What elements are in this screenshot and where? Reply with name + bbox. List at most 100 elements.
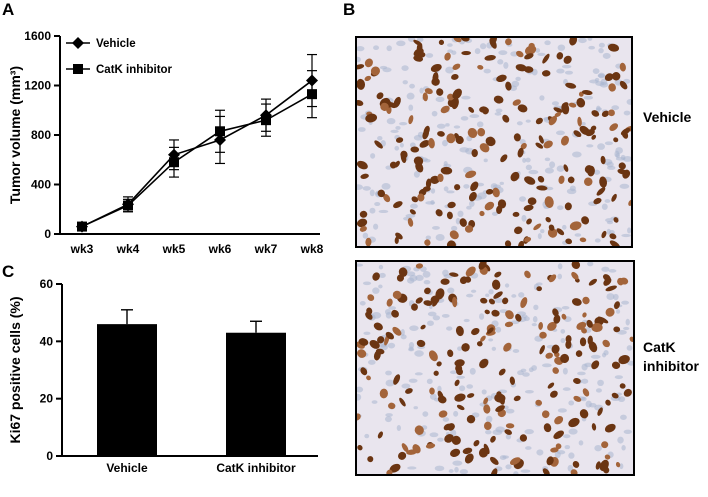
counterstained-nucleus bbox=[572, 151, 582, 158]
catk-label-line2: inhibitor bbox=[643, 358, 699, 374]
ki67-positive-nucleus bbox=[579, 337, 587, 347]
a-legend-label: Vehicle bbox=[96, 38, 136, 50]
ki67-positive-nucleus bbox=[576, 97, 586, 108]
ki67-positive-nucleus bbox=[539, 345, 545, 355]
counterstained-nucleus bbox=[503, 61, 509, 69]
counterstained-nucleus bbox=[518, 292, 525, 298]
vehicle-micrograph-label: Vehicle bbox=[643, 109, 692, 125]
counterstained-nucleus bbox=[463, 318, 470, 323]
counterstained-nucleus bbox=[460, 116, 469, 121]
counterstained-nucleus bbox=[423, 158, 431, 163]
counterstained-nucleus bbox=[430, 188, 436, 194]
ki67-positive-nucleus bbox=[539, 331, 547, 339]
ki67-positive-nucleus bbox=[437, 173, 444, 182]
a-y-axis-label: Tumor volume (mm³) bbox=[7, 66, 23, 204]
ki67-positive-nucleus bbox=[618, 162, 626, 170]
counterstained-nucleus bbox=[414, 372, 423, 376]
ki67-positive-nucleus bbox=[471, 327, 480, 336]
counterstained-nucleus bbox=[459, 385, 466, 392]
ki67-positive-nucleus bbox=[558, 175, 565, 184]
counterstained-nucleus bbox=[593, 169, 601, 175]
ki67-positive-nucleus bbox=[615, 461, 621, 468]
ki67-positive-nucleus bbox=[388, 402, 396, 410]
a-data-point bbox=[215, 126, 225, 137]
ki67-positive-nucleus bbox=[609, 240, 620, 246]
counterstained-nucleus bbox=[435, 96, 445, 103]
counterstained-nucleus bbox=[483, 68, 491, 74]
counterstained-nucleus bbox=[378, 284, 383, 289]
counterstained-nucleus bbox=[408, 342, 415, 349]
ki67-positive-nucleus bbox=[370, 66, 381, 76]
ki67-positive-nucleus bbox=[389, 161, 397, 169]
counterstained-nucleus bbox=[525, 157, 531, 163]
ki67-positive-nucleus bbox=[623, 388, 632, 397]
counterstained-nucleus bbox=[362, 186, 371, 191]
ki67-positive-nucleus bbox=[464, 225, 474, 233]
counterstained-nucleus bbox=[479, 43, 487, 50]
counterstained-nucleus bbox=[536, 282, 543, 286]
ki67-positive-nucleus bbox=[480, 297, 488, 304]
counterstained-nucleus bbox=[581, 378, 589, 384]
ki67-positive-nucleus bbox=[422, 129, 429, 140]
ki67-positive-nucleus bbox=[494, 271, 502, 278]
counterstained-nucleus bbox=[611, 105, 620, 111]
counterstained-nucleus bbox=[495, 426, 505, 433]
counterstained-nucleus bbox=[623, 429, 632, 435]
ki67-positive-nucleus bbox=[415, 297, 423, 304]
counterstained-nucleus bbox=[627, 227, 631, 234]
ki67-positive-nucleus bbox=[565, 335, 572, 343]
ki67-positive-nucleus bbox=[451, 435, 461, 445]
ki67-positive-nucleus bbox=[447, 349, 454, 358]
counterstained-nucleus bbox=[443, 163, 452, 168]
counterstained-nucleus bbox=[613, 293, 619, 301]
counterstained-nucleus bbox=[594, 444, 602, 452]
counterstained-nucleus bbox=[588, 45, 595, 50]
ki67-positive-nucleus bbox=[471, 149, 478, 158]
ki67-positive-nucleus bbox=[466, 415, 476, 424]
ki67-positive-nucleus bbox=[544, 196, 554, 208]
ki67-positive-nucleus bbox=[374, 140, 383, 149]
ki67-positive-nucleus bbox=[393, 201, 403, 209]
counterstained-nucleus bbox=[569, 185, 576, 192]
ki67-positive-nucleus bbox=[548, 224, 555, 231]
ki67-positive-nucleus bbox=[605, 285, 617, 292]
ki67-positive-nucleus bbox=[541, 410, 550, 419]
ki67-positive-nucleus bbox=[482, 107, 489, 115]
counterstained-nucleus bbox=[405, 213, 416, 218]
counterstained-nucleus bbox=[581, 363, 588, 371]
ki67-positive-nucleus bbox=[459, 218, 467, 227]
counterstained-nucleus bbox=[400, 334, 407, 340]
counterstained-nucleus bbox=[557, 273, 563, 280]
ki67-positive-nucleus bbox=[483, 404, 491, 414]
ki67-positive-nucleus bbox=[554, 112, 561, 118]
counterstained-nucleus bbox=[390, 129, 399, 133]
counterstained-nucleus bbox=[385, 379, 395, 387]
ki67-positive-nucleus bbox=[451, 74, 459, 80]
counterstained-nucleus bbox=[549, 161, 556, 169]
ki67-positive-nucleus bbox=[367, 294, 375, 301]
counterstained-nucleus bbox=[513, 471, 519, 474]
ki67-positive-nucleus bbox=[524, 176, 536, 185]
counterstained-nucleus bbox=[539, 95, 545, 101]
ki67-positive-nucleus bbox=[379, 388, 388, 399]
counterstained-nucleus bbox=[457, 346, 463, 351]
counterstained-nucleus bbox=[476, 182, 485, 187]
ki67-positive-nucleus bbox=[424, 88, 433, 95]
ki67-positive-nucleus bbox=[585, 129, 595, 137]
counterstained-nucleus bbox=[422, 411, 429, 417]
ki67-positive-nucleus bbox=[591, 323, 603, 333]
counterstained-nucleus bbox=[469, 367, 476, 375]
ki67-positive-nucleus bbox=[357, 444, 363, 451]
ki67-positive-nucleus bbox=[455, 325, 464, 337]
ki67-positive-nucleus bbox=[528, 42, 535, 49]
ki67-positive-nucleus bbox=[359, 210, 368, 218]
counterstained-nucleus bbox=[469, 200, 475, 207]
counterstained-nucleus bbox=[357, 386, 364, 393]
counterstained-nucleus bbox=[601, 266, 610, 272]
ki67-positive-nucleus bbox=[537, 175, 545, 183]
counterstained-nucleus bbox=[578, 440, 584, 446]
ki67-positive-nucleus bbox=[456, 404, 465, 411]
ki67-positive-nucleus bbox=[470, 181, 479, 192]
a-y-tick-label: 1200 bbox=[24, 79, 51, 93]
counterstained-nucleus bbox=[427, 320, 434, 326]
